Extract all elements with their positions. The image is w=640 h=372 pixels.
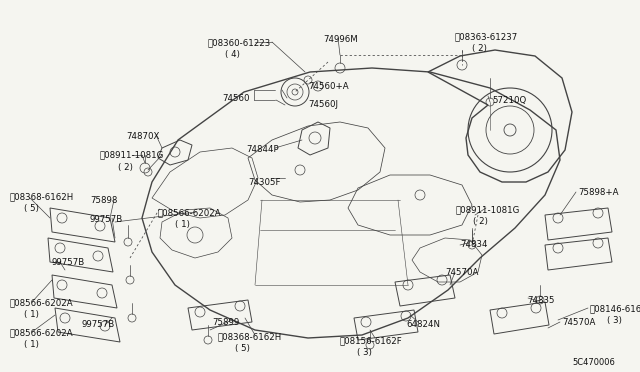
Text: ( 1): ( 1) xyxy=(175,220,190,229)
Text: Ⓢ08368-6162H: Ⓢ08368-6162H xyxy=(10,192,74,201)
Text: 74996M: 74996M xyxy=(323,35,358,44)
Text: 74305F: 74305F xyxy=(248,178,280,187)
Text: Ⓢ08566-6202A: Ⓢ08566-6202A xyxy=(10,298,74,307)
Text: 74844P: 74844P xyxy=(246,145,278,154)
Text: Ⓢ08566-6202A: Ⓢ08566-6202A xyxy=(158,208,221,217)
Text: 99757B: 99757B xyxy=(52,258,85,267)
Text: 75899: 75899 xyxy=(212,318,239,327)
Text: ( 3): ( 3) xyxy=(357,348,372,357)
Text: ( 5): ( 5) xyxy=(24,204,39,213)
Text: ( 1): ( 1) xyxy=(24,340,39,349)
Text: 75898+A: 75898+A xyxy=(578,188,618,197)
Text: ( 4): ( 4) xyxy=(225,50,240,59)
Text: 64824N: 64824N xyxy=(406,320,440,329)
Text: Ⓝ08911-1081G: Ⓝ08911-1081G xyxy=(100,150,164,159)
Text: 74835: 74835 xyxy=(527,296,554,305)
Text: Ⓢ08363-61237: Ⓢ08363-61237 xyxy=(455,32,518,41)
Text: ( 3): ( 3) xyxy=(607,316,622,325)
Text: 99757B: 99757B xyxy=(90,215,124,224)
Text: Ⓑ08146-6162H: Ⓑ08146-6162H xyxy=(590,304,640,313)
Text: ( 5): ( 5) xyxy=(235,344,250,353)
Text: 74570A: 74570A xyxy=(562,318,595,327)
Text: ( 2): ( 2) xyxy=(473,217,488,226)
Text: Ⓑ08368-6162H: Ⓑ08368-6162H xyxy=(218,332,282,341)
Text: ( 2): ( 2) xyxy=(472,44,487,53)
Text: 74560: 74560 xyxy=(222,94,250,103)
Text: 5C470006: 5C470006 xyxy=(572,358,615,367)
Text: 74560J: 74560J xyxy=(308,100,338,109)
Text: 74560+A: 74560+A xyxy=(308,82,349,91)
Text: 74870X: 74870X xyxy=(126,132,159,141)
Text: ( 1): ( 1) xyxy=(24,310,39,319)
Text: Ⓢ08360-61223: Ⓢ08360-61223 xyxy=(208,38,271,47)
Text: Ⓢ08566-6202A: Ⓢ08566-6202A xyxy=(10,328,74,337)
Text: Ⓑ08156-6162F: Ⓑ08156-6162F xyxy=(340,336,403,345)
Text: 99757B: 99757B xyxy=(82,320,115,329)
Text: 75898: 75898 xyxy=(90,196,117,205)
Text: Ⓝ08911-1081G: Ⓝ08911-1081G xyxy=(456,205,520,214)
Text: 57210Q: 57210Q xyxy=(492,96,526,105)
Text: 74834: 74834 xyxy=(460,240,488,249)
Text: 74570A: 74570A xyxy=(445,268,478,277)
Text: ( 2): ( 2) xyxy=(118,163,133,172)
